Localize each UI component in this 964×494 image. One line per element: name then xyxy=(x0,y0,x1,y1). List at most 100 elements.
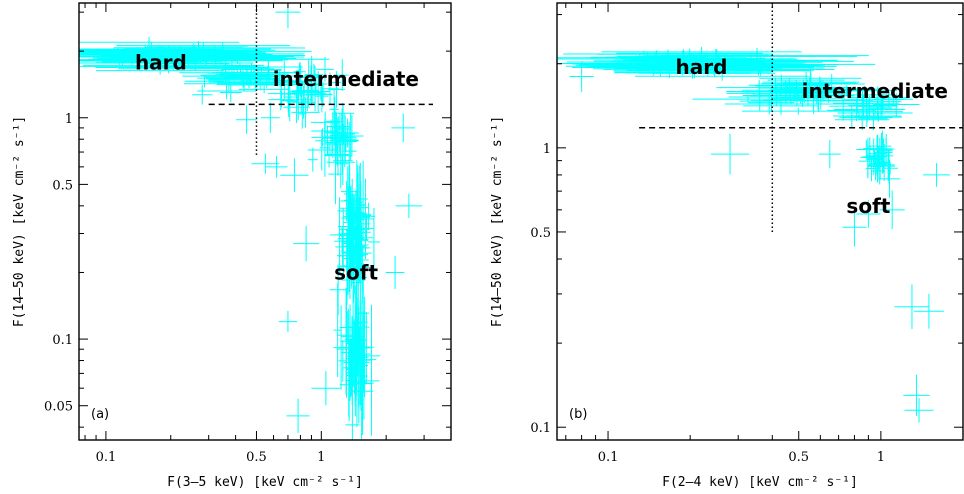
data-point xyxy=(304,55,319,95)
data-point xyxy=(292,62,308,91)
data-point xyxy=(311,121,339,141)
data-point xyxy=(349,325,357,363)
data-point xyxy=(355,315,371,393)
data-point xyxy=(848,86,908,110)
data-point xyxy=(860,137,876,177)
data-point xyxy=(336,118,360,148)
data-point xyxy=(315,79,329,113)
x-tick-label: 0.5 xyxy=(788,450,809,465)
data-point xyxy=(206,70,281,88)
data-point xyxy=(307,129,336,171)
data-point xyxy=(291,97,320,128)
data-point xyxy=(268,89,294,111)
data-point xyxy=(569,61,594,92)
region-label-hard: hard xyxy=(676,55,728,79)
data-point xyxy=(261,102,280,133)
data-point xyxy=(333,305,349,390)
data-point xyxy=(150,47,227,57)
data-point xyxy=(329,89,339,129)
data-point xyxy=(842,207,867,247)
data-point xyxy=(761,83,813,93)
data-point xyxy=(841,108,893,127)
data-point xyxy=(184,75,225,88)
data-point xyxy=(750,91,840,101)
data-points xyxy=(557,46,951,423)
x-axis-label: F(2–4 keV) [keV cm⁻² s⁻¹] xyxy=(662,475,858,490)
data-point xyxy=(139,50,268,58)
region-label-soft: soft xyxy=(846,194,890,218)
data-point xyxy=(833,93,882,114)
data-point xyxy=(293,225,320,262)
x-axis-label: F(3–5 keV) [keV cm⁻² s⁻¹] xyxy=(167,475,363,490)
data-point xyxy=(879,190,905,230)
data-point xyxy=(328,71,345,108)
data-point xyxy=(718,56,802,72)
y-axis-label: F(14–50 keV) [keV cm⁻² s⁻¹] xyxy=(490,116,505,327)
data-point xyxy=(878,159,901,198)
y-axis-label: F(14–50 keV) [keV cm⁻² s⁻¹] xyxy=(12,116,27,327)
data-point xyxy=(859,107,888,130)
data-point xyxy=(352,338,370,387)
data-point xyxy=(395,193,423,218)
data-point xyxy=(361,202,376,230)
data-point xyxy=(82,59,265,71)
data-point xyxy=(337,226,347,251)
data-point xyxy=(356,300,365,358)
data-point xyxy=(190,56,222,66)
data-point xyxy=(313,82,333,107)
data-point xyxy=(280,158,309,193)
data-point xyxy=(710,133,750,175)
data-point xyxy=(282,69,312,94)
data-point xyxy=(109,54,261,60)
data-point xyxy=(329,197,350,273)
data-point xyxy=(197,82,256,100)
data-point xyxy=(254,66,282,74)
data-point xyxy=(625,69,695,77)
data-point xyxy=(874,94,914,104)
y-tick-label: 1 xyxy=(65,112,73,127)
panel-label: (a) xyxy=(91,407,109,422)
data-point xyxy=(307,147,318,172)
data-point xyxy=(385,255,405,289)
x-tick-label: 0.1 xyxy=(598,450,619,465)
data-point xyxy=(353,196,365,263)
data-point xyxy=(221,63,282,76)
data-point xyxy=(391,113,416,143)
plot-frame xyxy=(556,2,964,441)
data-point xyxy=(330,125,350,153)
data-point xyxy=(79,52,194,57)
data-point xyxy=(882,161,898,175)
data-point xyxy=(286,398,310,434)
data-point xyxy=(345,339,353,422)
data-point xyxy=(862,93,902,109)
data-point xyxy=(829,95,898,117)
y-tick-label: 1 xyxy=(543,142,551,157)
data-point xyxy=(321,72,339,105)
data-point xyxy=(251,153,280,174)
ticks xyxy=(557,3,963,440)
data-point xyxy=(236,105,258,135)
data-point xyxy=(363,325,380,436)
y-tick-label: 0.1 xyxy=(52,333,73,348)
data-point xyxy=(349,300,374,395)
region-label-intermediate: intermediate xyxy=(273,67,419,91)
data-points xyxy=(79,3,423,440)
x-tick-label: 1 xyxy=(877,450,885,465)
data-point xyxy=(189,61,274,77)
data-point xyxy=(291,65,310,98)
data-point xyxy=(775,87,830,108)
data-point xyxy=(834,109,890,130)
data-point xyxy=(294,80,309,102)
data-point xyxy=(610,59,776,68)
data-point xyxy=(742,107,855,115)
data-point xyxy=(894,284,930,330)
data-point xyxy=(606,50,707,65)
data-point xyxy=(204,70,250,84)
x-tick-label: 0.5 xyxy=(246,450,267,465)
plot-frame xyxy=(78,2,452,441)
data-point xyxy=(347,184,357,257)
data-point xyxy=(311,371,341,406)
y-tick-label: 0.5 xyxy=(530,226,551,241)
data-point xyxy=(278,310,298,333)
